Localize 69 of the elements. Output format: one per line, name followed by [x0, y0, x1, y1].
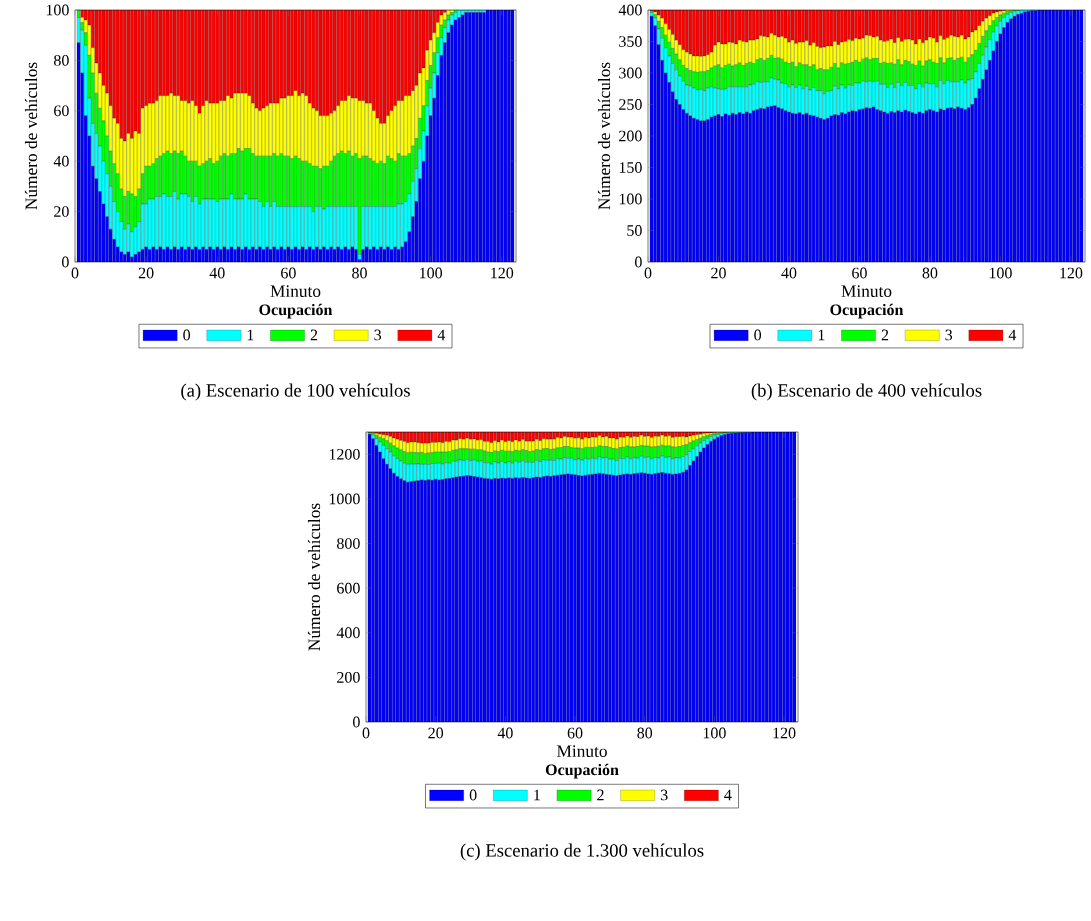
x-tick-label: 80: [922, 267, 938, 279]
y-tick-label: 0: [353, 716, 360, 728]
legend-label: 2: [597, 789, 604, 801]
x-tick-label: 0: [644, 267, 652, 279]
y-tick-label: 400: [618, 4, 642, 16]
legend-label: 3: [660, 789, 668, 801]
legend-label: 2: [881, 329, 889, 341]
y-tick-label: 80: [54, 54, 69, 66]
legend-label: 0: [469, 789, 477, 801]
y-tick-label: 60: [54, 105, 69, 117]
x-tick-label: 100: [989, 267, 1012, 279]
y-tick-label: 0: [62, 256, 69, 268]
x-tick-label: 120: [773, 727, 796, 739]
x-tick-label: 100: [420, 267, 443, 279]
y-tick-label: 100: [46, 4, 69, 16]
y-tick-label: 40: [53, 155, 69, 167]
legend-label: 1: [247, 329, 254, 341]
x-tick-label: 120: [491, 267, 514, 279]
x-tick-label: 0: [71, 267, 79, 279]
x-tick-label: 20: [711, 267, 726, 279]
y-tick-label: 250: [619, 99, 642, 110]
y-tick-label: 200: [337, 671, 360, 683]
x-tick-label: 120: [1060, 267, 1083, 279]
x-axis-title: Minuto: [841, 285, 892, 297]
x-tick-label: 60: [567, 727, 583, 739]
x-tick-label: 60: [281, 267, 296, 279]
x-tick-label: 40: [497, 727, 513, 739]
x-tick-label: 40: [781, 267, 797, 279]
text: (b) Escenario de 400 vehículos: [751, 383, 982, 401]
x-tick-label: 0: [362, 727, 370, 739]
legend-label: 4: [437, 329, 446, 341]
legend-title: Ocupación: [259, 303, 333, 319]
x-tick-label: 80: [637, 727, 653, 739]
y-tick-label: 1000: [329, 493, 360, 505]
legend-title: Ocupación: [830, 303, 904, 319]
y-axis-title: Número de vehículos: [597, 62, 611, 210]
text: (c) Escenario de 1.300 vehículos: [460, 843, 704, 861]
x-axis-title: Minuto: [556, 745, 607, 757]
text: (a) Escenario de 100 vehículos: [181, 383, 410, 401]
legend-title: Ocupación: [545, 763, 619, 779]
y-tick-label: 400: [336, 627, 360, 639]
x-tick-label: 40: [209, 267, 225, 279]
x-tick-label: 20: [138, 267, 154, 279]
y-tick-label: 350: [619, 36, 642, 47]
y-tick-label: 800: [337, 538, 360, 549]
y-tick-label: 20: [54, 206, 69, 217]
legend-label: 4: [724, 789, 732, 801]
x-axis-title: Minuto: [270, 285, 321, 297]
legend-label: 0: [183, 329, 191, 341]
legend-label: 3: [945, 329, 953, 341]
x-tick-label: 20: [428, 727, 444, 739]
y-tick-label: 600: [337, 582, 360, 594]
x-tick-label: 100: [703, 727, 726, 739]
legend-label: 3: [374, 329, 382, 341]
legend-label: 2: [310, 329, 318, 341]
x-tick-label: 60: [852, 267, 867, 279]
legend-label: 1: [818, 329, 825, 341]
y-tick-label: 50: [627, 225, 642, 236]
y-tick-label: 1200: [329, 448, 360, 460]
y-axis-title: Número de vehículos: [24, 62, 38, 210]
y-axis-title: Número de vehículos: [307, 503, 321, 651]
y-tick-label: 200: [619, 130, 642, 142]
y-tick-label: 300: [619, 67, 642, 79]
y-tick-label: 150: [619, 162, 642, 173]
y-tick-label: 100: [619, 193, 642, 205]
legend-label: 0: [754, 329, 762, 341]
y-tick-label: 0: [635, 256, 642, 268]
legend-label: 1: [534, 789, 540, 801]
legend-label: 4: [1008, 329, 1017, 341]
